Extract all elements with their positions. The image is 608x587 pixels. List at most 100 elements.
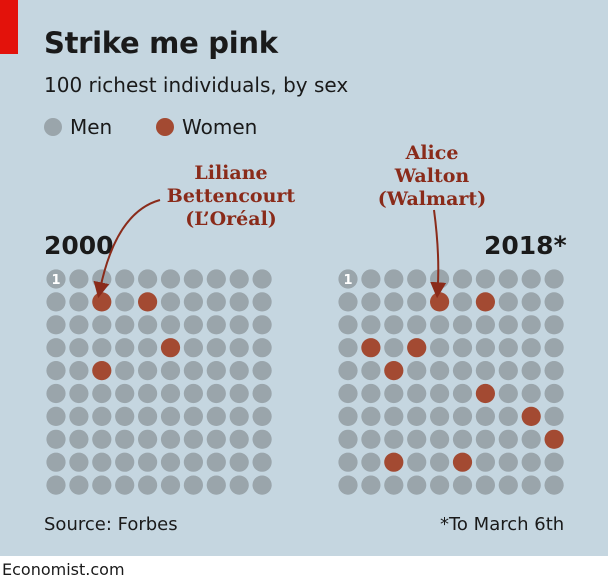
man-dot [452,475,473,495]
man-dot [407,475,427,495]
man-dot [229,383,249,404]
man-dot [498,383,518,404]
man-dot [183,383,203,404]
legend-label-men: Men [70,115,113,139]
man-dot [430,315,450,335]
man-dot [69,269,89,289]
man-dot [92,338,112,358]
man-dot [183,269,203,289]
man-dot [69,315,89,335]
man-dot [183,452,203,472]
man-dot [407,269,427,289]
man-dot [229,406,249,426]
man-dot [475,406,495,426]
man-dot [206,475,226,495]
man-dot [338,452,358,472]
woman-dot [138,292,158,312]
rank-one-label: 1 [51,273,60,288]
source-note: Source: Forbes [44,514,178,535]
legend-item-men: Men [44,114,112,140]
man-dot [338,429,358,449]
man-dot [138,269,158,289]
man-dot [229,338,249,358]
man-dot [46,269,66,289]
annotation-bettencourt: Liliane Bettencourt (L’Oréal) [160,162,302,231]
man-dot [115,452,135,472]
man-dot [46,429,66,449]
man-dot [544,406,564,426]
man-dot [407,315,427,335]
rank-one-label: 1 [343,273,352,288]
man-dot [498,429,518,449]
man-dot [206,429,226,449]
man-dot [452,361,473,381]
man-dot [115,269,135,289]
man-dot [452,269,473,289]
man-dot [361,429,381,449]
man-dot [430,361,450,381]
man-dot [46,315,66,335]
man-dot [498,406,518,426]
man-dot [452,406,473,426]
man-dot [498,475,518,495]
man-dot [361,269,381,289]
man-dot [498,361,518,381]
man-dot [384,292,404,312]
man-dot [430,269,450,289]
man-dot [229,269,249,289]
woman-dot [475,383,495,404]
man-dot [69,361,89,381]
man-dot [521,338,541,358]
man-dot [430,452,450,472]
man-dot [384,406,404,426]
man-dot [69,452,89,472]
man-dot [452,315,473,335]
man-dot [407,429,427,449]
man-dot [475,338,495,358]
woman-dot [384,452,404,472]
man-dot [46,383,66,404]
man-dot [252,338,272,358]
woman-dot [430,292,450,312]
man-dot [69,429,89,449]
man-dot [160,269,181,289]
man-dot [384,383,404,404]
man-dot [521,383,541,404]
woman-dot [361,338,381,358]
man-dot [252,315,272,335]
man-dot [338,383,358,404]
man-dot [206,338,226,358]
man-dot [361,315,381,335]
man-dot [229,452,249,472]
man-dot [69,383,89,404]
legend-label-women: Women [182,115,258,139]
man-dot [407,292,427,312]
man-dot [115,315,135,335]
man-dot [384,475,404,495]
man-dot [498,315,518,335]
man-dot [160,452,181,472]
man-dot [229,315,249,335]
man-dot [521,429,541,449]
man-dot [452,292,473,312]
man-dot [206,406,226,426]
annotation-walton: Alice Walton (Walmart) [372,142,492,211]
man-dot [160,315,181,335]
man-dot [544,452,564,472]
annotation-line: Alice [405,142,459,164]
man-dot [361,383,381,404]
man-dot [183,361,203,381]
man-dot [498,452,518,472]
man-dot [475,475,495,495]
man-dot [544,269,564,289]
man-dot [361,475,381,495]
man-dot [160,475,181,495]
man-dot [384,338,404,358]
man-dot [115,429,135,449]
man-dot [475,452,495,472]
man-dot [475,361,495,381]
man-dot [544,315,564,335]
man-dot [544,292,564,312]
man-dot [430,338,450,358]
